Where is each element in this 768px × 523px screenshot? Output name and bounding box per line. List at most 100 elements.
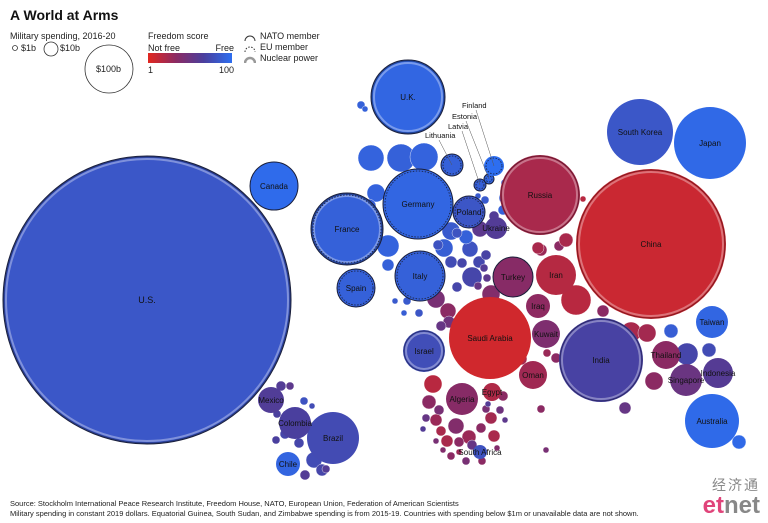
eu-outline xyxy=(442,155,462,175)
minor-country-bubble xyxy=(409,142,439,172)
leader-line-estonia xyxy=(465,120,490,180)
size-circle-1b xyxy=(12,45,18,51)
nato-outline xyxy=(310,192,384,266)
freedom-max-label: 100 xyxy=(218,65,234,75)
minor-country-bubble xyxy=(560,284,592,316)
country-label-iraq: Iraq xyxy=(531,302,545,311)
nato-outline xyxy=(394,250,446,302)
freedom-legend: Freedom score Not free Free 1 100 xyxy=(148,31,238,76)
size-circle-10b xyxy=(43,41,59,57)
minor-country-bubble xyxy=(447,417,465,435)
country-bubble-china xyxy=(576,169,726,319)
eu-outline xyxy=(485,175,493,183)
country-bubble-south-korea xyxy=(607,99,673,165)
country-label-poland: Poland xyxy=(457,208,482,217)
page-title: A World at Arms xyxy=(10,7,119,23)
country-circle-israel xyxy=(403,330,445,372)
footer: Source: Stockholm International Peace Re… xyxy=(10,499,700,518)
minor-country-bubble xyxy=(579,195,587,203)
country-circle-poland xyxy=(453,196,485,228)
country-circle-colombia xyxy=(279,407,311,439)
marker-eu-label: EU member xyxy=(260,42,309,52)
country-circle-japan xyxy=(674,107,746,179)
nato-outline xyxy=(440,153,464,177)
country-circle-canada xyxy=(250,162,298,210)
minor-country-bubble xyxy=(475,422,487,434)
minor-country-bubble xyxy=(391,297,399,305)
country-label-u-k: U.K. xyxy=(400,93,416,102)
country-bubble-taiwan xyxy=(696,306,728,338)
minor-country-bubble xyxy=(466,439,478,451)
country-circle-italy xyxy=(395,251,445,301)
country-bubble-algeria xyxy=(446,383,478,415)
marker-nuclear: Nuclear power xyxy=(244,53,344,64)
nuclear-outline xyxy=(311,193,383,265)
minor-country-bubble xyxy=(446,451,456,461)
leader-line-latvia xyxy=(461,130,481,186)
country-circle-indonesia xyxy=(703,358,733,388)
country-label-kuwait: Kuwait xyxy=(534,330,559,339)
country-label-spain: Spain xyxy=(346,284,366,293)
minor-country-bubble xyxy=(484,411,498,425)
nuclear-ring xyxy=(502,157,578,233)
country-circle-south-korea xyxy=(607,99,673,165)
country-label-estonia: Estonia xyxy=(452,112,478,121)
country-label-mexico: Mexico xyxy=(258,396,284,405)
country-circle-algeria xyxy=(446,383,478,415)
country-bubble-singapore xyxy=(670,364,702,396)
country-circle-oman xyxy=(519,361,547,389)
country-bubble-australia xyxy=(685,394,739,448)
minor-country-bubble xyxy=(440,434,454,448)
country-bubble-russia xyxy=(500,155,580,235)
minor-country-bubble xyxy=(558,232,574,248)
minor-country-bubble xyxy=(321,464,331,474)
minor-country-bubble xyxy=(293,437,305,449)
minor-country-bubble xyxy=(480,249,492,261)
minor-country-bubble xyxy=(501,416,509,424)
country-label-australia: Australia xyxy=(696,417,728,426)
eu-outline xyxy=(338,270,374,306)
country-circle-iraq xyxy=(526,294,550,318)
country-circle-india xyxy=(559,318,643,402)
marker-nuclear-label: Nuclear power xyxy=(260,53,319,63)
country-circle-mexico xyxy=(258,387,284,413)
country-label-france: France xyxy=(335,225,360,234)
size-legend-circles xyxy=(12,41,134,94)
brand-latin: etnet xyxy=(703,492,760,519)
brand-suffix: net xyxy=(724,492,760,519)
country-bubble-iraq xyxy=(526,294,550,318)
size-label-1b: $1b xyxy=(21,43,37,53)
country-bubble-mexico xyxy=(258,387,284,413)
country-bubble-japan xyxy=(674,107,746,179)
nato-outline xyxy=(452,195,486,229)
country-bubble-egypt xyxy=(483,383,501,401)
country-circle-france xyxy=(311,193,383,265)
minor-country-bubble xyxy=(432,437,440,445)
nuclear-ring xyxy=(405,332,443,370)
country-circle-singapore xyxy=(670,364,702,396)
nuclear-ring xyxy=(313,195,381,263)
brand-logo: 经济通 etnet xyxy=(703,475,760,519)
freedom-legend-title: Freedom score xyxy=(148,31,209,41)
country-label-lithuania: Lithuania xyxy=(425,131,456,140)
data-note: Military spending in constant 2019 dolla… xyxy=(10,508,639,518)
minor-country-bubble xyxy=(731,434,747,450)
minor-country-bubble xyxy=(414,308,424,318)
size-label-100b: $100b xyxy=(96,64,122,74)
country-circle-saudi-arabia xyxy=(449,297,531,379)
country-label-latvia: Latvia xyxy=(448,122,469,131)
country-circle-ukraine xyxy=(485,217,507,239)
country-bubble-indonesia xyxy=(703,358,733,388)
eu-outline xyxy=(396,252,444,300)
country-bubble-chile xyxy=(276,452,300,476)
minor-country-bubble xyxy=(644,371,664,391)
country-circle-south-africa xyxy=(473,445,487,459)
country-label-japan: Japan xyxy=(699,139,721,148)
minor-country-bubble xyxy=(435,320,447,332)
minor-country-bubble xyxy=(308,402,316,410)
nato-outline xyxy=(249,161,299,211)
country-bubble-iran xyxy=(536,255,576,295)
minor-country-bubble xyxy=(453,436,465,448)
minor-country-bubble xyxy=(473,281,483,291)
country-label-taiwan: Taiwan xyxy=(700,318,725,327)
